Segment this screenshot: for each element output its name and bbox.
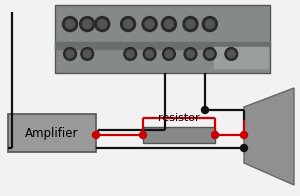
Circle shape: [187, 50, 194, 58]
Bar: [8, 114, 96, 152]
Text: resistor: resistor: [158, 113, 200, 123]
Circle shape: [206, 50, 214, 58]
Circle shape: [146, 50, 153, 58]
Circle shape: [81, 48, 94, 60]
Circle shape: [140, 132, 146, 139]
Circle shape: [62, 16, 77, 32]
Circle shape: [164, 20, 173, 29]
Circle shape: [83, 50, 91, 58]
Circle shape: [121, 16, 136, 32]
Circle shape: [126, 50, 134, 58]
Circle shape: [225, 48, 238, 60]
Circle shape: [98, 20, 107, 29]
Circle shape: [241, 132, 248, 139]
Circle shape: [142, 16, 157, 32]
Circle shape: [145, 20, 154, 29]
Circle shape: [212, 132, 218, 139]
Circle shape: [202, 16, 217, 32]
Circle shape: [92, 132, 100, 139]
Circle shape: [241, 144, 248, 152]
Circle shape: [203, 48, 216, 60]
Circle shape: [124, 20, 133, 29]
Bar: [55, 42, 270, 49]
Bar: [214, 47, 268, 68]
Circle shape: [64, 48, 76, 60]
Circle shape: [184, 48, 197, 60]
Circle shape: [227, 50, 235, 58]
Circle shape: [186, 20, 195, 29]
Bar: [143, 127, 215, 143]
Circle shape: [66, 50, 74, 58]
Circle shape: [163, 48, 175, 60]
Circle shape: [165, 50, 173, 58]
Text: Amplifier: Amplifier: [25, 126, 79, 140]
Circle shape: [161, 16, 176, 32]
Circle shape: [205, 20, 214, 29]
Bar: [55, 5, 270, 73]
Polygon shape: [244, 88, 294, 185]
Circle shape: [65, 20, 74, 29]
Circle shape: [80, 16, 95, 32]
Circle shape: [143, 48, 156, 60]
Circle shape: [202, 106, 208, 113]
Circle shape: [183, 16, 198, 32]
Circle shape: [83, 20, 92, 29]
Circle shape: [95, 16, 110, 32]
Circle shape: [124, 48, 136, 60]
